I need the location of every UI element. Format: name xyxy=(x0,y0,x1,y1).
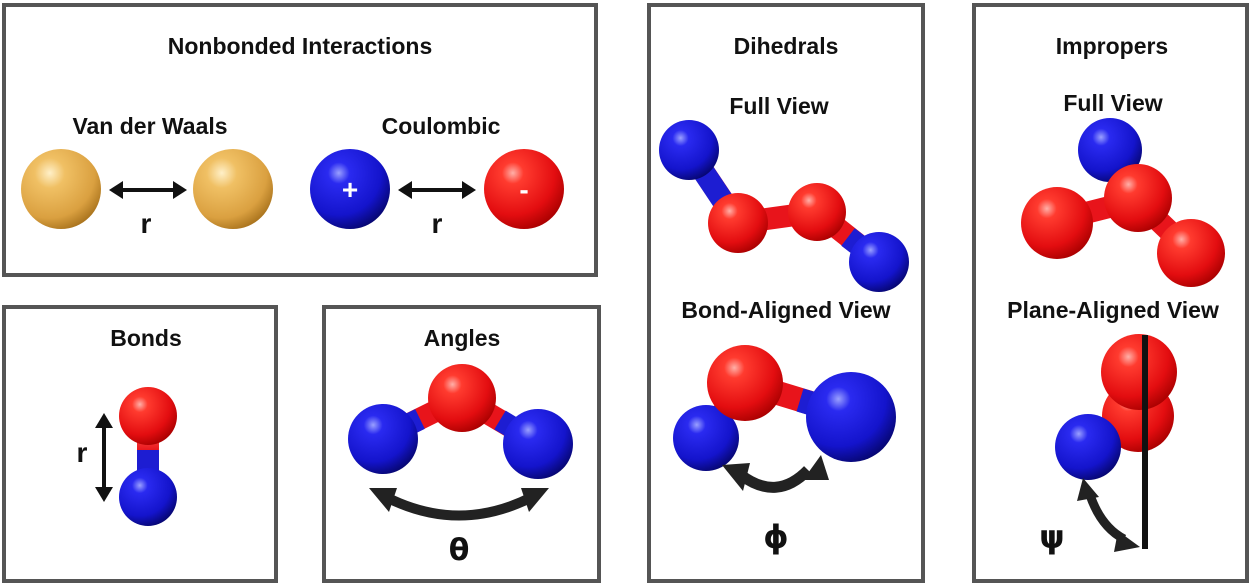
bond-distance-arrow xyxy=(95,413,113,502)
improper-full-molecule xyxy=(1021,118,1225,287)
nonbonded-title: Nonbonded Interactions xyxy=(168,33,433,59)
vdw-distance-arrow xyxy=(109,181,187,199)
dihedrals-panel: Dihedrals Full View Bond-Aligned View xyxy=(647,3,925,583)
dihedral-full-atom-2 xyxy=(708,193,768,253)
dihedral-aligned-atom-front xyxy=(673,405,739,471)
negative-charge-atom xyxy=(484,149,564,229)
positive-charge-sign: + xyxy=(342,174,358,205)
bond-atom-red xyxy=(119,387,177,445)
impropers-panel-frame xyxy=(972,3,1249,583)
dihedral-full-atom-4 xyxy=(849,232,909,292)
angle-atom-left xyxy=(348,404,418,474)
angle-arc-arrow xyxy=(369,488,549,521)
impropers-panel: Impropers Full View Plane-Aligned View ψ xyxy=(972,3,1249,583)
dihedral-full-atom-1 xyxy=(659,120,719,180)
dihedral-aligned-molecule xyxy=(673,345,896,471)
improper-arc-arrow xyxy=(1077,478,1140,552)
dihedrals-title: Dihedrals xyxy=(734,33,839,59)
dihedral-full-atom-3 xyxy=(788,183,846,241)
coulombic-distance-arrow xyxy=(398,181,476,199)
coulombic-distance-label: r xyxy=(432,208,443,239)
vdw-atom-left xyxy=(21,149,101,229)
improper-full-atom-blue xyxy=(1078,118,1142,182)
dihedrals-full-view-label: Full View xyxy=(729,93,828,119)
nonbonded-panel-frame xyxy=(2,3,598,277)
angles-panel: Angles θ xyxy=(322,305,601,583)
angle-atom-right xyxy=(503,409,573,479)
dihedral-aligned-atom-back xyxy=(806,372,896,462)
bonds-panel: Bonds r xyxy=(2,305,278,583)
bond-atom-blue xyxy=(119,468,177,526)
negative-charge-sign: - xyxy=(519,174,528,205)
dihedral-phi-label: ϕ xyxy=(763,518,788,556)
coulombic-label: Coulombic xyxy=(382,113,501,139)
improper-psi-label: ψ xyxy=(1039,518,1064,556)
vdw-distance-label: r xyxy=(141,208,152,239)
vdw-atom-right xyxy=(193,149,273,229)
improper-full-atom-center xyxy=(1104,164,1172,232)
angle-atom-center xyxy=(428,364,496,432)
angles-title: Angles xyxy=(424,325,501,351)
improper-aligned-atom-front xyxy=(1101,334,1177,410)
dihedral-full-molecule xyxy=(659,120,909,292)
vdw-label: Van der Waals xyxy=(72,113,227,139)
positive-charge-atom xyxy=(310,149,390,229)
dihedrals-aligned-view-label: Bond-Aligned View xyxy=(681,297,890,323)
impropers-title: Impropers xyxy=(1056,33,1168,59)
bond-stick-blue xyxy=(137,450,159,470)
bonds-title: Bonds xyxy=(110,325,182,351)
improper-full-atom-right xyxy=(1157,219,1225,287)
improper-full-atom-left xyxy=(1021,187,1093,259)
nonbonded-panel: Nonbonded Interactions Van der Waals r C… xyxy=(2,3,598,277)
bond-distance-label: r xyxy=(77,437,88,468)
improper-aligned-molecule xyxy=(1055,334,1177,549)
improper-aligned-atom-blue xyxy=(1055,414,1121,480)
dihedrals-panel-frame xyxy=(647,3,925,583)
dihedral-aligned-atom-red xyxy=(707,345,783,421)
dihedral-arc-arrow xyxy=(722,455,829,493)
angle-theta-label: θ xyxy=(449,533,470,568)
impropers-full-view-label: Full View xyxy=(1063,90,1162,116)
impropers-aligned-view-label: Plane-Aligned View xyxy=(1007,297,1219,323)
